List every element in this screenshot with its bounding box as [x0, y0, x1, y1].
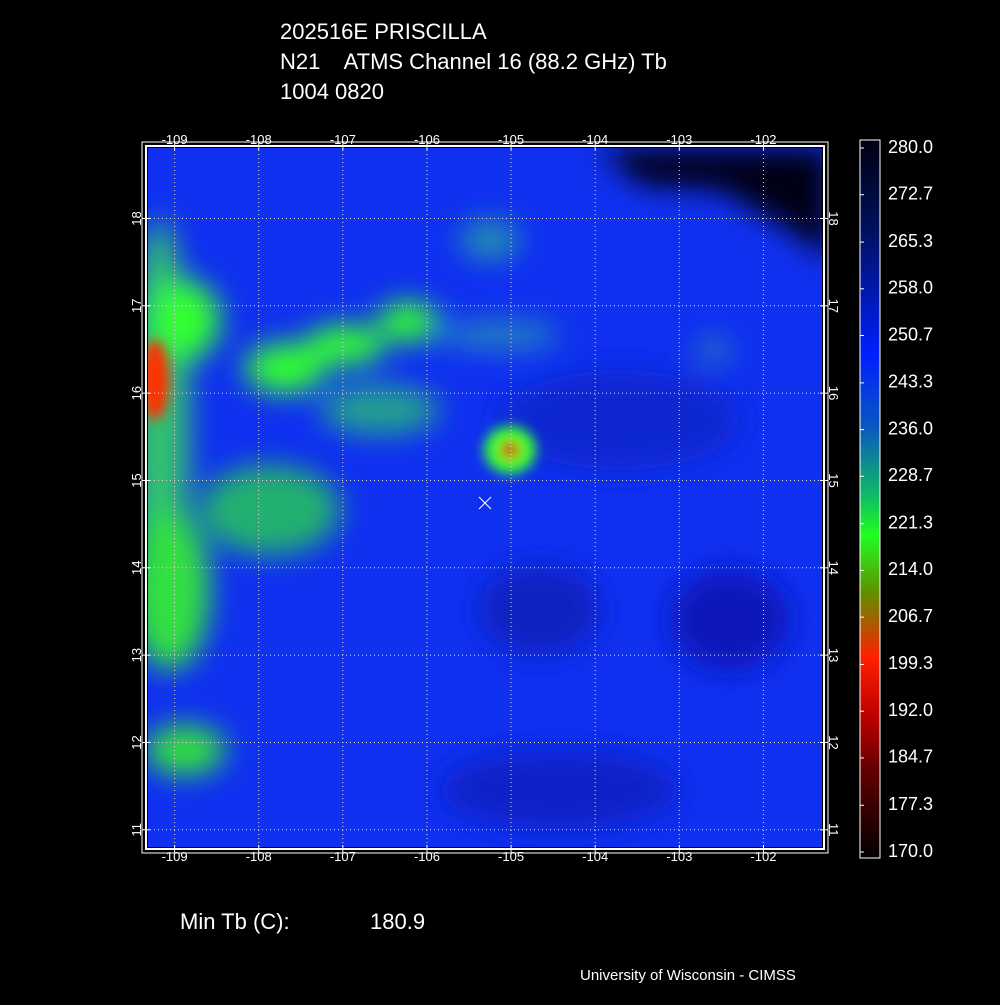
y-tick-label: 12: [826, 735, 841, 749]
colorbar-label: 258.0: [888, 278, 933, 298]
x-tick-label: -102: [750, 849, 776, 864]
y-tick-label: 16: [129, 386, 144, 400]
x-tick-label: -109: [162, 132, 188, 147]
map-frame: [145, 145, 825, 850]
y-tick-label: 17: [826, 299, 841, 313]
y-tick-label: 11: [129, 823, 144, 837]
y-tick-label: 15: [826, 473, 841, 487]
map-frame: [141, 141, 829, 854]
x-tick-label: -106: [414, 132, 440, 147]
credit: University of Wisconsin - CIMSS: [580, 967, 796, 984]
colorbar-label: 206.7: [888, 606, 933, 626]
y-tick-label: 13: [826, 648, 841, 662]
x-tick-label: -105: [498, 849, 524, 864]
x-tick-label: -103: [666, 849, 692, 864]
map-image: [148, 148, 822, 847]
y-tick-label: 16: [826, 386, 841, 400]
colorbar-label: 236.0: [888, 418, 933, 438]
y-tick-label: 12: [129, 735, 144, 749]
colorbar-label: 243.3: [888, 372, 933, 392]
x-tick-label: -102: [750, 132, 776, 147]
x-tick-label: -106: [414, 849, 440, 864]
colorbar-label: 250.7: [888, 324, 933, 344]
y-tick-label: 18: [129, 211, 144, 225]
x-tick-label: -105: [498, 132, 524, 147]
x-tick-label: -108: [246, 132, 272, 147]
title-line: 1004 0820: [280, 79, 384, 104]
title-line: 202516E PRISCILLA: [280, 19, 487, 44]
x-tick-label: -107: [330, 132, 356, 147]
colorbar-label: 280.0: [888, 137, 933, 157]
y-tick-label: 15: [129, 473, 144, 487]
y-tick-label: 17: [129, 299, 144, 313]
colorbar-label: 228.7: [888, 465, 933, 485]
colorbar-label: 199.3: [888, 653, 933, 673]
min-value: 180.9: [370, 909, 425, 934]
x-tick-label: -109: [162, 849, 188, 864]
y-tick-label: 11: [826, 823, 841, 837]
x-tick-label: -103: [666, 132, 692, 147]
storm-center: [478, 496, 492, 510]
y-tick-label: 14: [129, 561, 144, 575]
colorbar-label: 265.3: [888, 231, 933, 251]
x-tick-label: -107: [330, 849, 356, 864]
y-tick-label: 14: [826, 561, 841, 575]
x-tick-label: -104: [582, 849, 608, 864]
colorbar-label: 170.0: [888, 841, 933, 861]
title-line: N21 ATMS Channel 16 (88.2 GHz) Tb: [280, 49, 667, 74]
colorbar: [859, 139, 881, 859]
min-label: Min Tb (C):: [180, 909, 290, 934]
y-tick-label: 18: [826, 211, 841, 225]
colorbar-label: 221.3: [888, 512, 933, 532]
colorbar-label: 184.7: [888, 747, 933, 767]
colorbar-label: 272.7: [888, 183, 933, 203]
x-tick-label: -104: [582, 132, 608, 147]
y-tick-label: 13: [129, 648, 144, 662]
colorbar-label: 214.0: [888, 559, 933, 579]
colorbar-label: 177.3: [888, 794, 933, 814]
colorbar-label: 192.0: [888, 700, 933, 720]
x-tick-label: -108: [246, 849, 272, 864]
